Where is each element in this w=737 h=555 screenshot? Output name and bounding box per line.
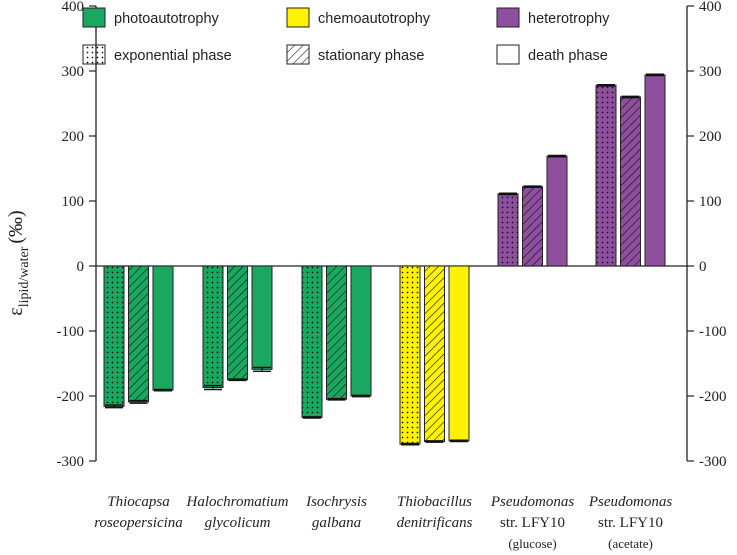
category-label-1-line2: roseopersicina — [94, 515, 183, 531]
right-tick-label: -100 — [699, 324, 727, 340]
y-axis-title: εlipid/water (‰) — [5, 210, 32, 315]
y-axis-subscript: lipid/water — [17, 246, 32, 307]
category-label-2-line2: glycolicum — [205, 515, 271, 531]
category-label-3-line2: galbana — [312, 515, 361, 531]
bar-death-4 — [449, 266, 469, 441]
category-label-5-line3: (glucose) — [508, 536, 556, 551]
y-axis-symbol: ε — [5, 307, 27, 315]
left-tick-label: 400 — [62, 0, 85, 15]
bar-death-3 — [351, 266, 371, 396]
bar-pattern-exponential-1 — [104, 266, 124, 407]
legend-stationary-swatch — [286, 44, 310, 65]
bar-death-5 — [547, 156, 567, 266]
left-tick-label: 200 — [62, 129, 85, 145]
legend-heterotrophy-swatch — [496, 7, 520, 28]
right-tick-label: -200 — [699, 389, 727, 405]
left-tick-label: 300 — [62, 64, 85, 80]
bar-pattern-stationary-4 — [424, 266, 445, 442]
bar-death-2 — [252, 266, 272, 370]
left-tick-label: -300 — [57, 454, 85, 470]
category-label-5-line2: str. LFY10 — [500, 515, 565, 531]
category-label-6-line1: Pseudomonas — [588, 494, 672, 510]
right-tick-label: 400 — [699, 0, 722, 15]
right-tick-label: 300 — [699, 64, 722, 80]
bar-pattern-exponential-2 — [203, 266, 223, 388]
legend-exponential-swatch — [82, 44, 106, 65]
bar-pattern-exponential-3 — [302, 266, 322, 418]
bar-pattern-stationary-1 — [128, 266, 149, 402]
legend: photoautotrophy chemoautotrophy heterotr… — [82, 7, 610, 65]
legend-photoautotrophy-label: photoautotrophy — [114, 11, 220, 27]
bar-pattern-exponential-6 — [596, 85, 616, 266]
bar-death-6 — [645, 74, 665, 267]
legend-death-swatch — [496, 44, 520, 65]
right-ticks: -300 -200 -100 0 100 200 300 400 — [687, 0, 727, 470]
category-label-5-line1: Pseudomonas — [490, 494, 574, 510]
category-label-3-line1: Isochrysis — [305, 494, 367, 510]
category-label-6-line3: (acetate) — [608, 536, 653, 551]
category-label-2-line1: Halochromatium — [186, 494, 289, 510]
left-ticks: -300 -200 -100 0 100 200 300 400 — [57, 0, 96, 470]
legend-photoautotrophy-swatch — [82, 7, 106, 28]
left-tick-label: -100 — [57, 324, 85, 340]
legend-heterotrophy-label: heterotrophy — [528, 11, 610, 27]
bar-pattern-stationary-5 — [522, 186, 543, 266]
svg-text:εlipid/water(‰): εlipid/water (‰) — [5, 210, 32, 315]
bar-pattern-stationary-2 — [227, 266, 248, 380]
legend-exponential-label: exponential phase — [114, 48, 232, 64]
bar-death-1 — [153, 266, 173, 391]
legend-chemoautotrophy-label: chemoautotrophy — [318, 11, 431, 27]
bar-pattern-stationary-3 — [326, 266, 347, 400]
legend-chemoautotrophy-swatch — [286, 7, 310, 28]
right-tick-label: 100 — [699, 194, 722, 210]
legend-stationary-label: stationary phase — [318, 48, 424, 64]
left-tick-label: -200 — [57, 389, 85, 405]
left-tick-label: 0 — [77, 259, 85, 275]
y-axis-unit: (‰) — [5, 210, 27, 243]
right-tick-label: 0 — [699, 259, 707, 275]
category-label-4-line1: Thiobacillus — [397, 494, 472, 510]
category-label-1-line1: Thiocapsa — [107, 494, 170, 510]
right-tick-label: 200 — [699, 129, 722, 145]
left-tick-label: 100 — [62, 194, 85, 210]
category-label-4-line2: denitrificans — [397, 515, 473, 531]
bar-pattern-exponential-5 — [498, 193, 518, 266]
bars — [103, 73, 666, 446]
category-label-6-line2: str. LFY10 — [598, 515, 663, 531]
right-tick-label: -300 — [699, 454, 727, 470]
legend-death-label: death phase — [528, 48, 608, 64]
bar-pattern-exponential-4 — [400, 266, 420, 445]
bar-pattern-stationary-6 — [620, 97, 641, 266]
